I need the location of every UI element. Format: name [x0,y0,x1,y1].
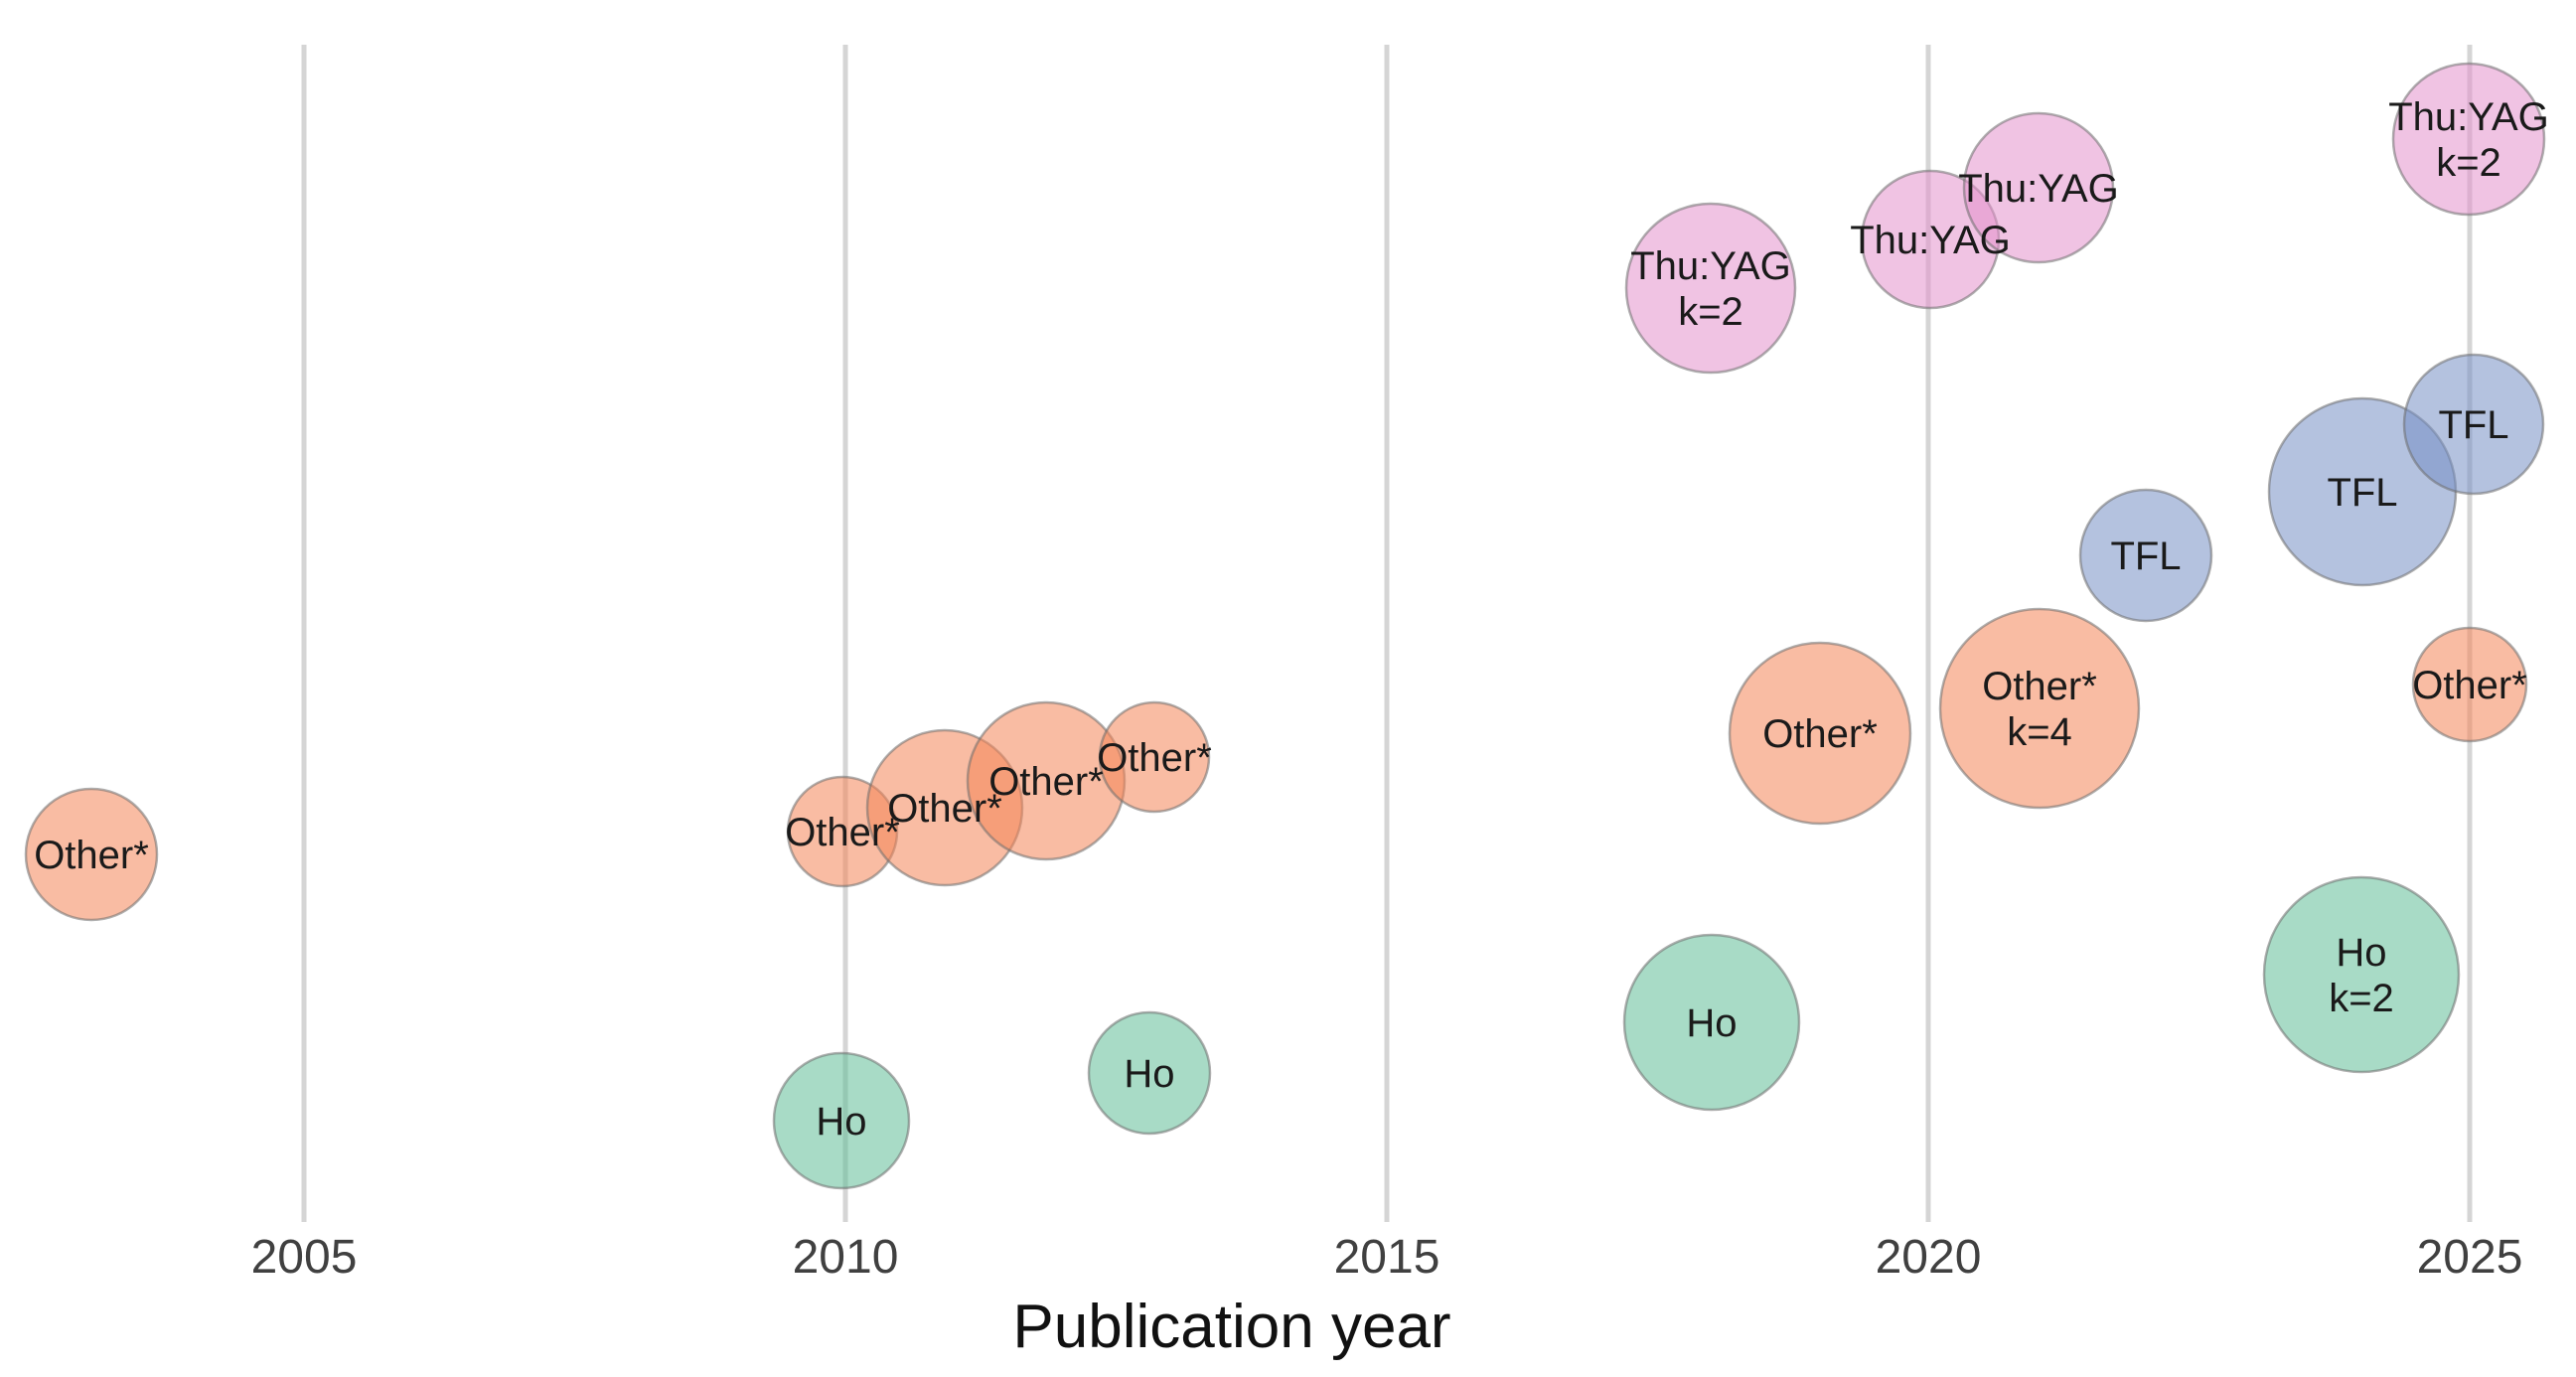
bubble-label-thu-yag-2025-k2: Thu:YAG k=2 [2388,95,2549,185]
bubble-label-tfl-2024: TFL [2327,471,2397,515]
bubble-label-line: Other* [2412,664,2527,707]
bubble-label-tfl-2022: TFL [2110,535,2181,578]
bubble-thu-yag-2018-k2 [1624,202,1797,375]
bubble-label-line: Ho [2336,931,2386,975]
bubble-label-other-2012: Other* [988,760,1104,804]
bubble-label-other-2013: Other* [1097,736,1212,780]
bubble-tfl-2022 [2078,488,2213,623]
bubble-other-2013 [1098,700,1211,814]
bubble-label-ho-2013: Ho [1124,1052,1174,1096]
bubble-label-line: Ho [1124,1052,1174,1096]
bubble-label-line: k=2 [2436,141,2501,185]
x-tick-label-2005: 2005 [251,1231,358,1284]
bubble-label-thu-yag-2020: Thu:YAG [1850,219,2011,262]
bubble-ho-2013 [1087,1010,1212,1136]
bubble-label-ho-2010: Ho [816,1100,866,1144]
bubble-label-other-2011: Other* [887,787,1002,831]
x-tick-label-2025: 2025 [2417,1231,2523,1284]
bubble-label-other-2021-k4: Other* k=4 [1982,665,2097,754]
bubble-label-line: TFL [2110,535,2181,578]
bubble-label-other-2025: Other* [2412,664,2527,707]
bubble-label-line: Other* [1982,665,2097,708]
bubble-label-thu-yag-2018-k2: Thu:YAG k=2 [1630,244,1791,334]
bubble-label-line: k=4 [2007,710,2072,754]
bubble-label-ho-2024-k2: Ho k=2 [2329,931,2394,1020]
bubble-label-line: Other* [1762,712,1878,756]
x-tick-label-2015: 2015 [1334,1231,1440,1284]
bubble-label-line: Thu:YAG [1958,167,2119,211]
bubble-other-2021-k4 [1938,607,2141,810]
bubble-ho-2018 [1622,933,1801,1112]
bubble-thu-yag-2021 [1962,111,2115,264]
bubble-other-2019 [1728,641,1912,826]
bubble-label-line: Other* [887,787,1002,831]
bubble-ho-2010 [772,1051,911,1190]
bubble-label-line: Ho [1686,1001,1737,1045]
bubble-label-line: TFL [2327,471,2397,515]
x-axis-title: Publication year [1012,1293,1451,1361]
bubble-label-line: Other* [785,811,900,854]
bubble-label-line: Thu:YAG [1630,244,1791,288]
bubble-label-thu-yag-2021: Thu:YAG [1958,167,2119,211]
bubble-label-line: Other* [988,760,1104,804]
bubble-label-line: Other* [34,834,149,877]
bubble-label-line: Ho [816,1100,866,1144]
bubble-other-2025 [2411,626,2528,743]
bubble-label-line: Thu:YAG [2388,95,2549,139]
bubble-label-line: Thu:YAG [1850,219,2011,262]
bubble-label-ho-2018: Ho [1686,1001,1737,1045]
bubble-label-other-2003: Other* [34,834,149,877]
bubble-label-line: k=2 [1678,290,1743,334]
bubble-label-tfl-2025: TFL [2438,403,2508,447]
bubble-tfl-2025 [2402,353,2545,496]
x-tick-label-2010: 2010 [793,1231,899,1284]
bubble-thu-yag-2025-k2 [2391,62,2546,217]
bubble-ho-2024-k2 [2262,875,2461,1074]
bubble-label-other-2019: Other* [1762,712,1878,756]
bubble-label-other-2010: Other* [785,811,900,854]
bubble-other-2003 [24,787,159,922]
bubble-label-line: Other* [1097,736,1212,780]
x-tick-label-2020: 2020 [1876,1231,1982,1284]
bubble-label-line: TFL [2438,403,2508,447]
bubble-label-line: k=2 [2329,977,2394,1020]
